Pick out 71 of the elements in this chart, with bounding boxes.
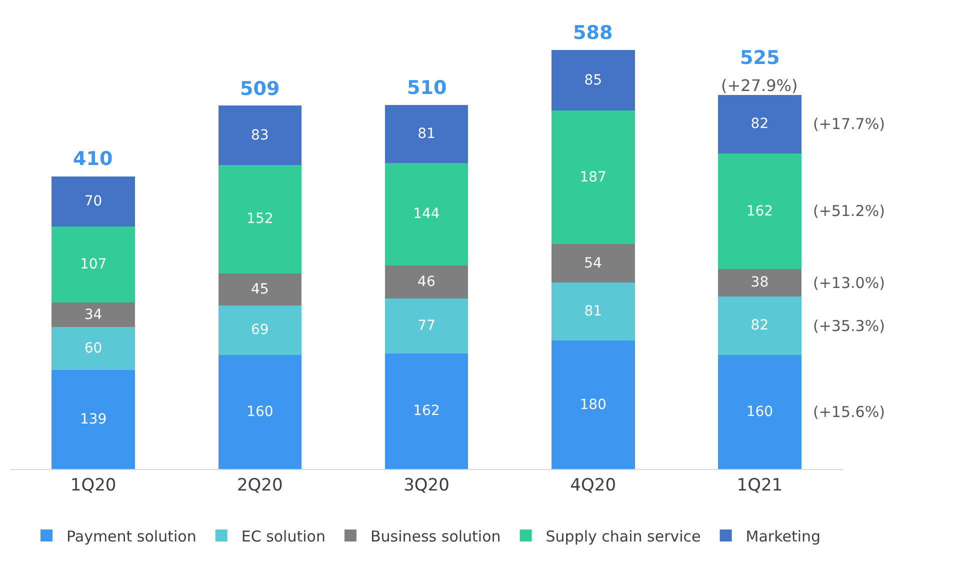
data-label: 81	[584, 304, 602, 320]
annotation: (+17.7%)	[813, 115, 885, 133]
legend-label: Supply chain service	[546, 527, 701, 546]
data-label: 82	[750, 318, 769, 334]
annotation: (+13.0%)	[813, 274, 885, 292]
x-tick-label: 2Q20	[236, 475, 283, 496]
x-tick-label: 4Q20	[570, 475, 616, 496]
bar	[718, 354, 802, 469]
bar	[384, 162, 468, 266]
bar	[718, 154, 802, 270]
annotation: (+15.6%)	[813, 403, 885, 421]
bar	[551, 244, 635, 283]
data-label: 139	[80, 411, 107, 428]
total-label: 510	[407, 77, 447, 99]
bar	[218, 106, 302, 165]
bar	[52, 226, 135, 303]
legend-label: EC solution	[241, 527, 326, 546]
bar	[218, 164, 302, 274]
bar	[384, 266, 468, 298]
bar	[718, 94, 802, 154]
bar	[551, 282, 635, 341]
data-label: 46	[418, 274, 436, 290]
data-label: 45	[250, 281, 269, 298]
data-label: 107	[80, 256, 107, 272]
bar	[718, 269, 802, 296]
data-label: 85	[584, 72, 602, 88]
bar	[551, 340, 635, 469]
x-tick-label: 1Q21	[736, 475, 783, 496]
data-label: 54	[584, 255, 602, 272]
data-label: 162	[746, 203, 774, 220]
bar	[218, 306, 302, 355]
data-label: 187	[580, 169, 606, 186]
annotation: (+35.3%)	[813, 317, 885, 335]
legend-label: Business solution	[370, 527, 501, 546]
bar	[384, 104, 468, 163]
bar	[218, 354, 302, 469]
x-tick-label: 3Q20	[404, 475, 450, 496]
bar	[52, 326, 135, 370]
legend-label: Payment solution	[66, 527, 196, 546]
data-label: 180	[580, 396, 606, 413]
bar	[384, 298, 468, 354]
data-label: 144	[413, 206, 440, 222]
total-label: 525	[740, 47, 780, 69]
annotation: (+27.9%)	[721, 76, 798, 95]
legend-label: Marketing	[746, 527, 821, 546]
data-label: 81	[418, 126, 436, 142]
total-label: 410	[73, 148, 113, 170]
data-label: 152	[246, 211, 274, 228]
data-label: 162	[413, 403, 440, 420]
data-label: 83	[250, 127, 269, 144]
bar	[551, 110, 635, 244]
bar	[52, 370, 135, 469]
total-label: 588	[573, 22, 613, 44]
x-tick-label: 1Q20	[70, 475, 116, 496]
data-label: 82	[750, 116, 769, 132]
data-label: 77	[418, 318, 436, 334]
bar	[384, 353, 468, 469]
total-label: 509	[240, 78, 280, 100]
bar	[52, 302, 135, 327]
bar	[52, 176, 135, 226]
data-label: 160	[746, 404, 774, 420]
bar	[551, 50, 635, 111]
data-label: 60	[84, 340, 102, 356]
data-label: 38	[750, 274, 769, 291]
annotation: (+51.2%)	[813, 202, 885, 220]
data-label: 69	[250, 322, 269, 338]
bar	[718, 296, 802, 355]
data-label: 34	[84, 306, 102, 323]
data-label: 70	[84, 193, 102, 210]
bar	[218, 273, 302, 306]
data-label: 160	[246, 404, 274, 420]
